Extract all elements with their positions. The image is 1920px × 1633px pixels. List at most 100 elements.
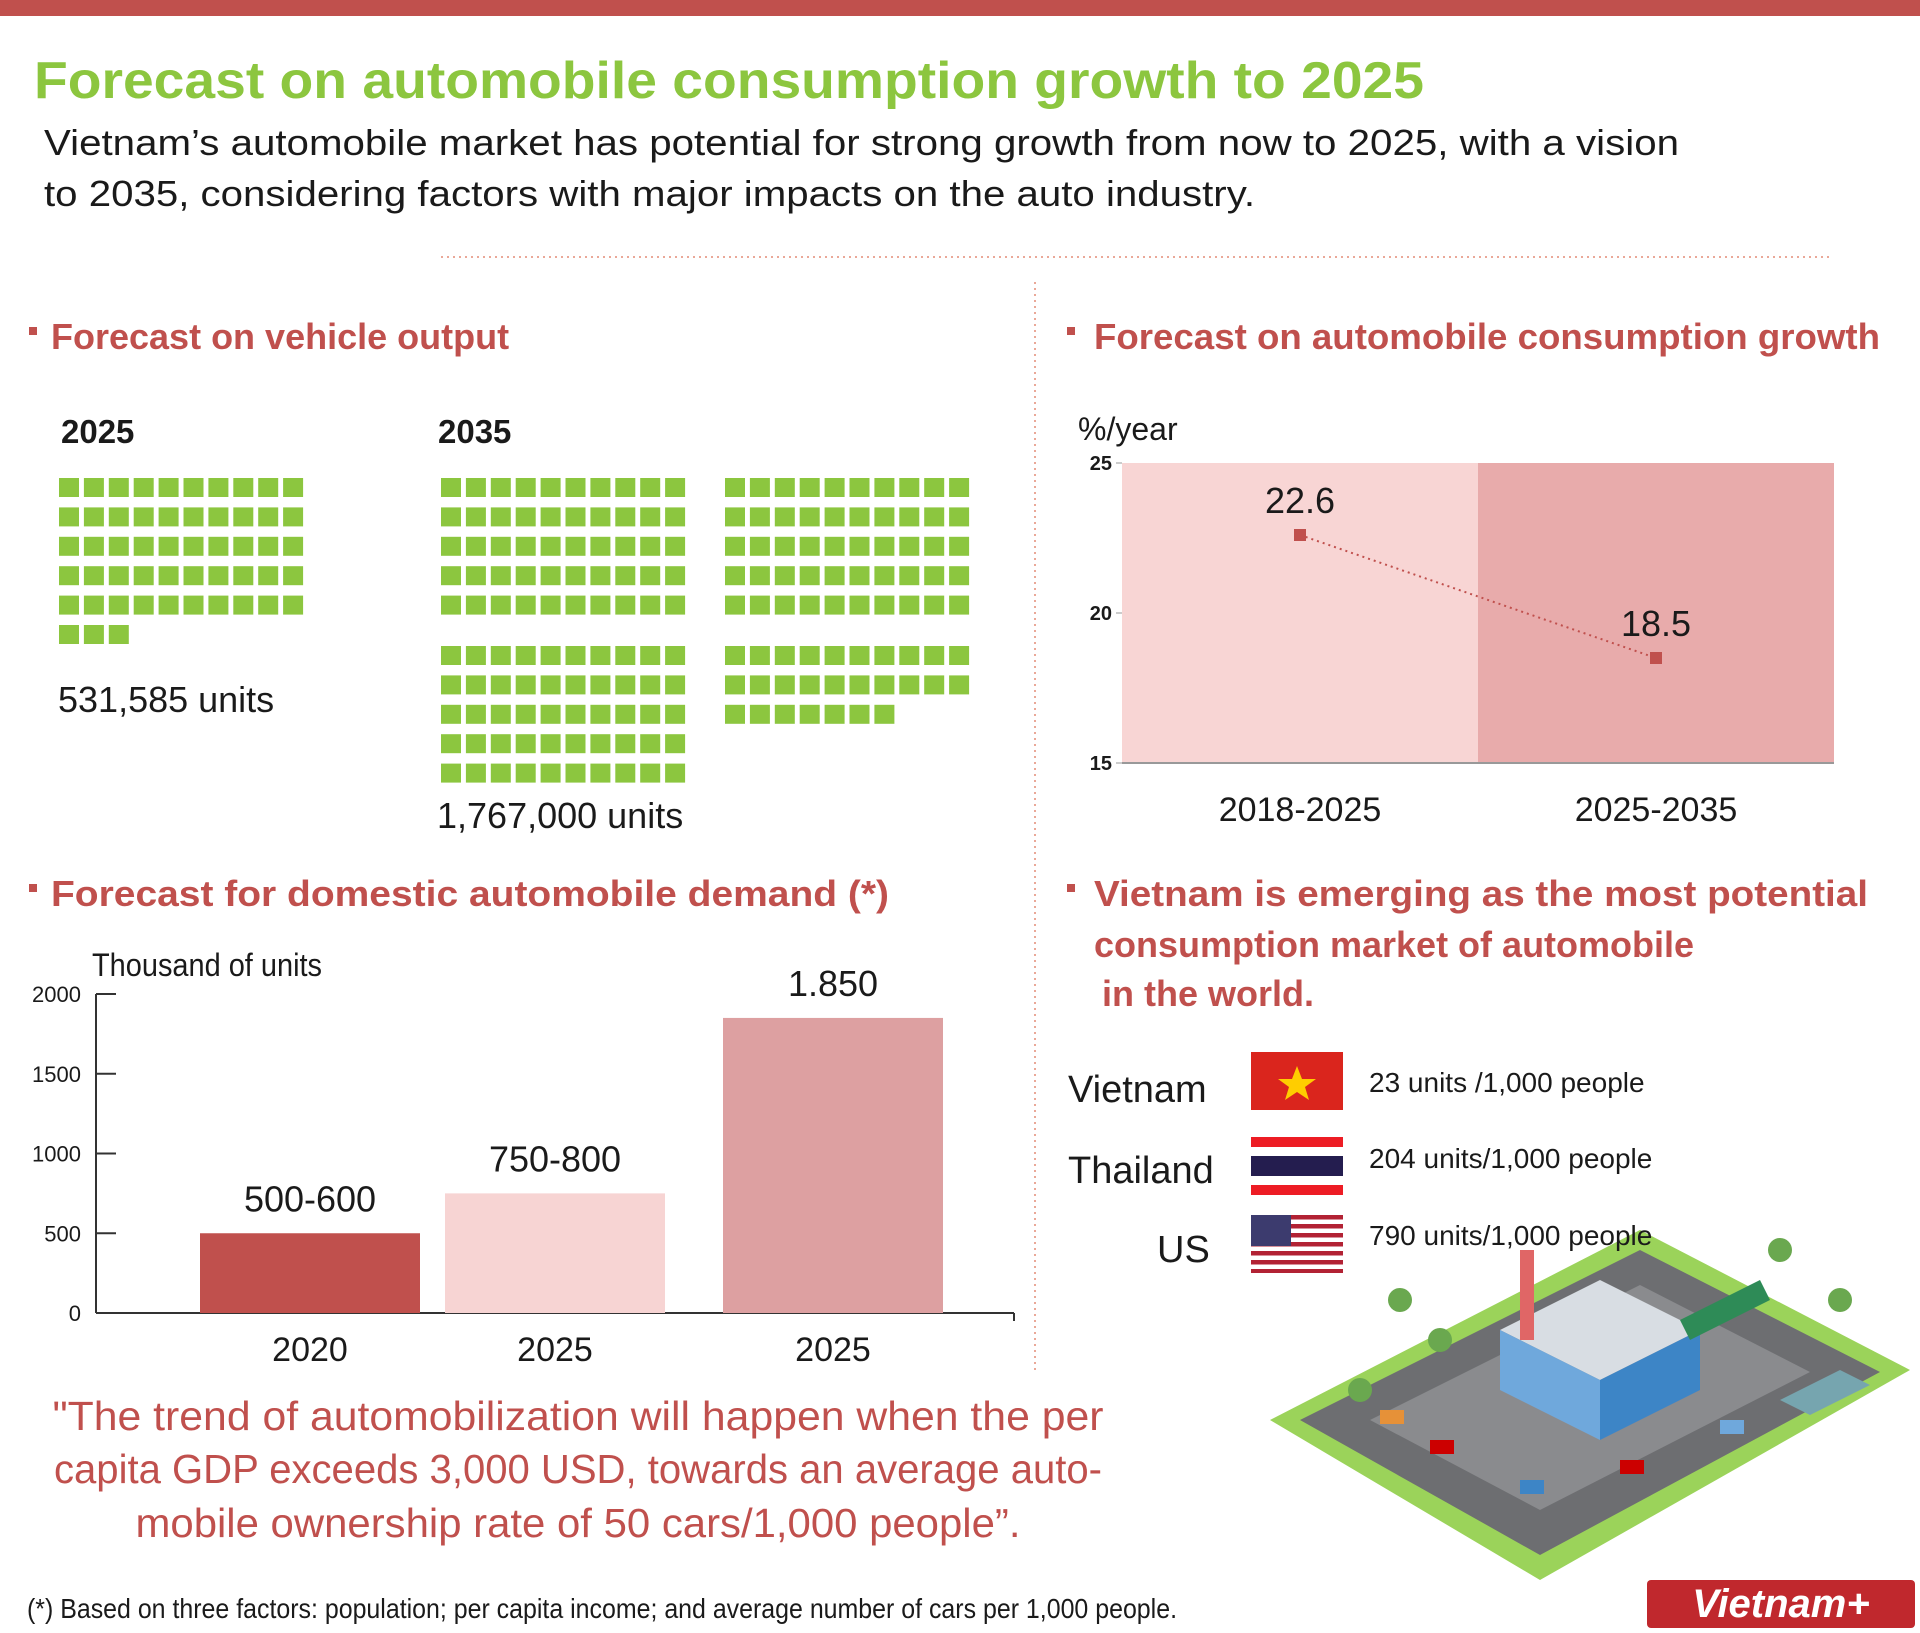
point [1294,529,1306,541]
quote-line: capita GDP exceeds 3,000 USD, towards an… [54,1446,1102,1492]
unit-square [874,507,895,527]
unit-square [490,704,511,724]
value-label: 750-800 [489,1138,621,1179]
unit-square [849,595,870,615]
unit-square [924,646,945,665]
unit-square [725,507,745,527]
unit-square [640,478,661,497]
unit-square [874,478,895,497]
unit-square [441,478,461,497]
unit-square [83,507,104,527]
flag-us [1251,1215,1343,1273]
unit-square [108,536,129,556]
unit-square [133,536,154,556]
unit-square [590,646,611,665]
unit-square [590,704,611,724]
unit-square [849,704,870,724]
unit-square [665,734,686,754]
unit-square [540,675,561,695]
unit-square [640,646,661,665]
unit-square [615,763,636,783]
unit-square [83,595,104,615]
unit-square [849,478,870,497]
unit-square [258,478,279,497]
unit-square [565,536,586,556]
unit-square [233,595,254,615]
unit-square [665,507,686,527]
unit-square [899,595,920,615]
unit-square [59,566,79,586]
unit-square [490,507,511,527]
unit-square [565,734,586,754]
unit-square [749,478,770,497]
quote-line: "The trend of automobilization will happ… [53,1393,1104,1439]
unit-square [208,536,229,556]
unit-square [565,478,586,497]
unit-square [640,675,661,695]
unit-square [799,675,820,695]
footnote: (*) Based on three factors: population; … [27,1593,1177,1624]
unit-square [874,595,895,615]
unit-square [640,507,661,527]
point [1650,652,1662,664]
unit-square [749,507,770,527]
unit-square [233,536,254,556]
section-title: Vietnam is emerging as the most potentia… [1094,873,1868,914]
unit-square [774,478,795,497]
unit-square [665,704,686,724]
unit-square [665,646,686,665]
unit-square [59,595,79,615]
unit-square [725,675,745,695]
unit-square [924,536,945,556]
unit-square [640,734,661,754]
unit-square [774,595,795,615]
unit-square [490,734,511,754]
unit-square [441,763,461,783]
unit-square [515,507,536,527]
unit-square [233,566,254,586]
unit-square [465,595,486,615]
unit-square [849,507,870,527]
unit-square [640,536,661,556]
unit-square [441,675,461,695]
unit-square [158,566,179,586]
unit-square [565,646,586,665]
unit-square [108,595,129,615]
plot-band [1122,463,1478,763]
y-tick-label: 20 [1090,603,1112,625]
x-tick-label: 2025 [795,1331,871,1369]
ownership-rate: 790 units/1,000 people [1369,1220,1652,1251]
unit-square [465,763,486,783]
unit-square [640,763,661,783]
category-label: 2025 [61,413,134,450]
unit-square [590,675,611,695]
axis-title: %/year [1078,411,1178,447]
unit-square [540,595,561,615]
unit-square [799,704,820,724]
unit-square [158,595,179,615]
unit-square [590,566,611,586]
unit-square [590,536,611,556]
unit-square [283,566,304,586]
axis-title: Thousand of units [92,947,322,983]
y-tick-label: 2000 [32,982,81,1007]
unit-square [849,675,870,695]
unit-square [824,478,845,497]
unit-square [283,595,304,615]
unit-square [158,536,179,556]
unit-square [615,566,636,586]
unit-square [749,536,770,556]
section-title: consumption market of automobile [1094,924,1694,965]
unit-square [725,478,745,497]
unit-square [799,536,820,556]
unit-square [490,675,511,695]
unit-square [899,536,920,556]
x-tick-label: 2025 [517,1331,593,1369]
bar [200,1233,420,1313]
unit-square [515,704,536,724]
section-title: Forecast on vehicle output [51,316,509,357]
unit-square [665,566,686,586]
unit-square [465,478,486,497]
value-label: 500-600 [244,1178,376,1219]
